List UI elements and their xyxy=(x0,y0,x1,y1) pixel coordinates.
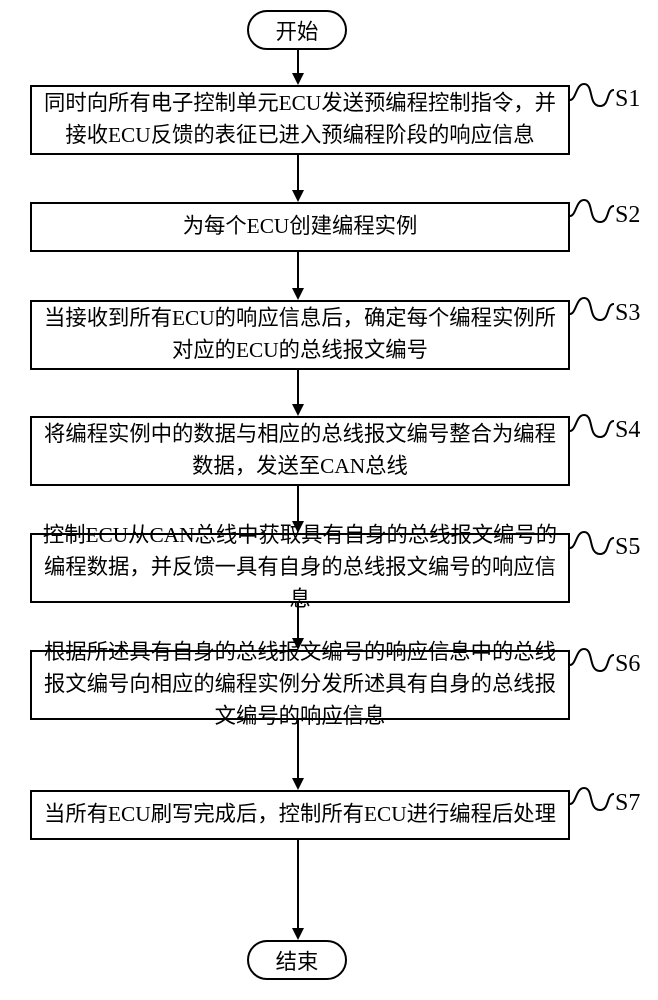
arrow-line xyxy=(297,486,299,521)
process-step: 当所有ECU刷写完成后，控制所有ECU进行编程后处理 xyxy=(30,790,570,840)
step-label: S1 xyxy=(615,86,640,113)
process-step-text: 当所有ECU刷写完成后，控制所有ECU进行编程后处理 xyxy=(44,799,556,831)
step-label: S5 xyxy=(615,534,640,561)
arrow-line xyxy=(297,252,299,288)
process-step-text: 当接收到所有ECU的响应信息后，确定每个编程实例所对应的ECU的总线报文编号 xyxy=(42,303,558,367)
step-connector-icon xyxy=(570,641,614,675)
step-label: S3 xyxy=(615,300,640,327)
arrow-line xyxy=(297,155,299,190)
process-step: 将编程实例中的数据与相应的总线报文编号整合为编程数据，发送至CAN总线 xyxy=(30,416,570,486)
step-connector-icon xyxy=(570,780,614,814)
step-label: S7 xyxy=(615,790,640,817)
step-connector-icon xyxy=(570,76,614,110)
step-connector-icon xyxy=(570,524,614,558)
terminator-start: 开始 xyxy=(247,10,347,50)
arrow-line xyxy=(297,50,299,73)
step-connector-icon xyxy=(570,192,614,226)
process-step-text: 为每个ECU创建编程实例 xyxy=(183,211,418,243)
arrow-head-icon xyxy=(292,404,304,416)
process-step-text: 控制ECU从CAN总线中获取具有自身的总线报文编号的编程数据，并反馈一具有自身的… xyxy=(42,520,558,616)
terminator-end-text: 结束 xyxy=(276,945,319,976)
arrow-head-icon xyxy=(292,778,304,790)
arrow-line xyxy=(297,370,299,404)
step-label: S6 xyxy=(615,651,640,678)
terminator-end: 结束 xyxy=(247,940,347,980)
process-step: 当接收到所有ECU的响应信息后，确定每个编程实例所对应的ECU的总线报文编号 xyxy=(30,300,570,370)
arrow-line xyxy=(297,840,299,928)
arrow-head-icon xyxy=(292,190,304,202)
arrow-head-icon xyxy=(292,73,304,85)
process-step: 控制ECU从CAN总线中获取具有自身的总线报文编号的编程数据，并反馈一具有自身的… xyxy=(30,533,570,603)
process-step-text: 将编程实例中的数据与相应的总线报文编号整合为编程数据，发送至CAN总线 xyxy=(42,419,558,483)
process-step: 同时向所有电子控制单元ECU发送预编程控制指令，并接收ECU反馈的表征已进入预编… xyxy=(30,85,570,155)
step-label: S4 xyxy=(615,417,640,444)
step-label: S2 xyxy=(615,202,640,229)
process-step-text: 同时向所有电子控制单元ECU发送预编程控制指令，并接收ECU反馈的表征已进入预编… xyxy=(42,88,558,152)
step-connector-icon xyxy=(570,407,614,441)
process-step-text: 根据所述具有自身的总线报文编号的响应信息中的总线报文编号向相应的编程实例分发所述… xyxy=(42,637,558,733)
arrow-head-icon xyxy=(292,288,304,300)
process-step: 根据所述具有自身的总线报文编号的响应信息中的总线报文编号向相应的编程实例分发所述… xyxy=(30,650,570,720)
terminator-start-text: 开始 xyxy=(276,15,319,46)
step-connector-icon xyxy=(570,290,614,324)
process-step: 为每个ECU创建编程实例 xyxy=(30,202,570,252)
arrow-head-icon xyxy=(292,928,304,940)
